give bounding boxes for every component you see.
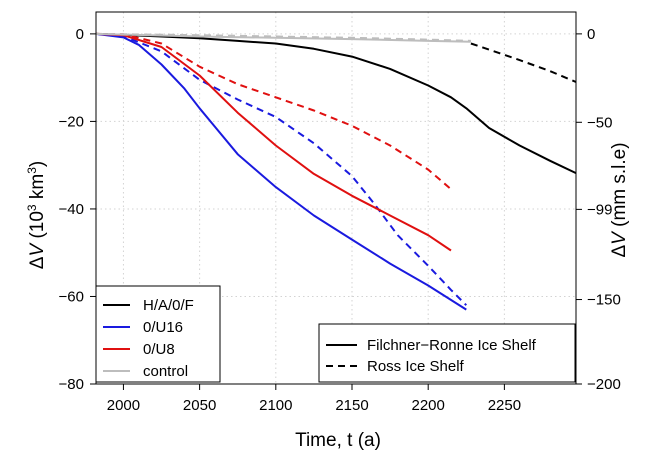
legend-models-label: 0/U16 (143, 319, 183, 336)
x-axis-label: Time, t (a) (295, 430, 381, 451)
y-left-tick-label: −60 (59, 288, 84, 305)
y-axis-right-label: ΔV (mm s.l.e) (609, 142, 630, 257)
y-right-tick-label: −99 (587, 201, 612, 218)
legend-models-box (95, 285, 221, 383)
series-line-control-ross (95, 32, 471, 42)
y-right-tick-label: 0 (587, 26, 595, 43)
x-tick-label: 2100 (259, 397, 292, 414)
y-left-tick-label: 0 (76, 26, 84, 43)
series-line-h-a-0-f-filchner (95, 32, 577, 175)
series-line-0-u16-filchner (95, 32, 467, 311)
series-line-control-filchner (95, 32, 471, 43)
legend-models-label: H/A/0/F (143, 297, 194, 314)
x-tick-label: 2150 (335, 397, 368, 414)
legend-shelves-label: Ross Ice Shelf (367, 358, 465, 375)
y-left-tick-label: −20 (59, 113, 84, 130)
x-tick-label: 2200 (412, 397, 445, 414)
y-right-tick-label: −50 (587, 114, 612, 131)
series-line-h-a-0-f-ross (470, 42, 577, 83)
legend-models-label: 0/U8 (143, 341, 175, 358)
legend-models: H/A/0/F 0/U16 0/U8 control (95, 285, 221, 383)
legend-shelves-label: Filchner−Ronne Ice Shelf (367, 337, 537, 354)
legend-models-label: control (143, 363, 188, 380)
series-line-0-u8-filchner (95, 32, 452, 252)
x-tick-label: 2050 (183, 397, 216, 414)
x-tick-label: 2250 (488, 397, 521, 414)
plot-frame (95, 11, 577, 385)
y-right-tick-label: −200 (587, 376, 621, 393)
y-right-tick-label: −150 (587, 292, 621, 309)
x-axis-ticks: 2000 2050 2100 2150 2200 2250 (107, 384, 521, 414)
series-line-0-u16-ross (95, 32, 468, 306)
series-group (95, 32, 577, 311)
legend-shelves: Filchner−Ronne Ice Shelf Ross Ice Shelf (318, 323, 576, 383)
x-tick-label: 2000 (107, 397, 140, 414)
series-line-0-u8-ross (95, 32, 452, 190)
y-axis-right-ticks: 0 −50 −99 −150 −200 (576, 26, 621, 393)
y-left-tick-label: −40 (59, 201, 84, 218)
y-axis-left-label: ΔV (103 km3) (25, 161, 48, 269)
y-axis-left-ticks: 0 −20 −40 −60 −80 (59, 26, 96, 393)
y-left-tick-label: −80 (59, 376, 84, 393)
legend-shelves-box (318, 323, 576, 383)
